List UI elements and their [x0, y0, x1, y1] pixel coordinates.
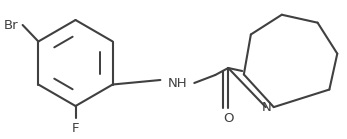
- Text: F: F: [72, 122, 79, 135]
- Text: NH: NH: [168, 76, 187, 90]
- Text: Br: Br: [4, 18, 19, 32]
- Text: O: O: [223, 112, 234, 125]
- Text: N: N: [262, 101, 272, 114]
